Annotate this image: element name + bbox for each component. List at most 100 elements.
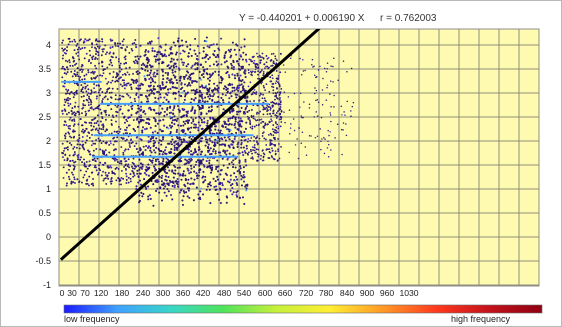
scatter-point xyxy=(277,150,280,153)
scatter-point xyxy=(69,40,71,43)
scatter-point xyxy=(126,132,129,135)
scatter-point xyxy=(97,91,100,94)
scatter-point xyxy=(74,40,77,43)
scatter-point xyxy=(66,92,69,95)
scatter-point xyxy=(135,92,138,95)
scatter-point xyxy=(255,66,258,69)
scatter-point xyxy=(171,198,174,201)
scatter-point xyxy=(249,126,252,129)
x-tick-label: 900 xyxy=(360,288,375,298)
scatter-point xyxy=(110,177,113,179)
scatter-point xyxy=(69,64,72,67)
scatter-point xyxy=(197,193,200,196)
scatter-point xyxy=(145,127,148,130)
scatter-point xyxy=(268,121,271,124)
scatter-point xyxy=(74,114,77,117)
scatter-point xyxy=(156,85,159,88)
scatter-point xyxy=(139,93,142,97)
scatter-point xyxy=(236,178,239,181)
scatter-point xyxy=(323,137,325,139)
scatter-point xyxy=(196,45,200,48)
scatter-point xyxy=(255,91,258,93)
scatter-point xyxy=(196,63,199,66)
scatter-point xyxy=(110,61,113,64)
scatter-point xyxy=(236,74,239,77)
scatter-point xyxy=(151,49,154,52)
scatter-point xyxy=(252,157,254,160)
scatter-point xyxy=(162,87,165,90)
scatter-point xyxy=(244,106,247,110)
scatter-point xyxy=(152,85,155,88)
scatter-point xyxy=(65,88,68,91)
scatter-point xyxy=(212,43,215,46)
scatter-point xyxy=(250,150,253,153)
scatter-point xyxy=(76,143,79,146)
scatter-point xyxy=(189,131,192,134)
scatter-point xyxy=(67,164,70,167)
scatter-point xyxy=(243,81,246,84)
scatter-point xyxy=(214,56,218,59)
scatter-point xyxy=(253,135,256,138)
scatter-point xyxy=(228,82,231,85)
scatter-point xyxy=(216,193,219,196)
scatter-point xyxy=(201,127,204,130)
scatter-point xyxy=(333,57,335,59)
scatter-point xyxy=(241,65,245,68)
scatter-point xyxy=(70,91,73,94)
scatter-point xyxy=(273,62,276,65)
scatter-point xyxy=(175,182,178,185)
scatter-point xyxy=(90,106,93,109)
scatter-point xyxy=(209,139,212,142)
scatter-point xyxy=(227,128,230,131)
scatter-point xyxy=(66,60,69,63)
scatter-point xyxy=(258,99,261,102)
scatter-point xyxy=(259,56,262,59)
scatter-point xyxy=(124,55,127,58)
scatter-point xyxy=(189,164,193,167)
scatter-point xyxy=(244,160,247,163)
scatter-point xyxy=(186,167,189,170)
scatter-point xyxy=(106,90,108,93)
scatter-point xyxy=(122,44,125,46)
scatter-point xyxy=(217,95,220,98)
scatter-point xyxy=(148,94,151,97)
scatter-point xyxy=(242,51,245,54)
scatter-point xyxy=(194,126,198,129)
scatter-point xyxy=(232,141,235,144)
scatter-point xyxy=(216,159,219,162)
scatter-point xyxy=(88,160,91,163)
scatter-point xyxy=(137,96,140,99)
scatter-point xyxy=(138,179,142,182)
scatter-point xyxy=(154,96,157,99)
scatter-point xyxy=(139,147,142,150)
scatter-point xyxy=(190,157,193,160)
scatter-point xyxy=(110,180,113,183)
scatter-point xyxy=(147,50,150,53)
scatter-point xyxy=(103,96,106,99)
scatter-point xyxy=(264,108,266,111)
scatter-point xyxy=(130,165,133,168)
scatter-point xyxy=(167,88,170,91)
scatter-point xyxy=(73,91,76,94)
scatter-point xyxy=(74,101,77,104)
scatter-point xyxy=(87,92,90,95)
scatter-point xyxy=(151,159,154,162)
scatter-point xyxy=(95,166,97,169)
x-tick-label: 660 xyxy=(278,288,293,298)
scatter-point xyxy=(197,197,200,200)
scatter-point xyxy=(154,160,158,163)
scatter-point xyxy=(66,157,69,160)
scatter-point xyxy=(138,158,141,161)
scatter-point xyxy=(243,176,246,179)
scatter-point xyxy=(236,60,239,63)
scatter-point xyxy=(87,60,90,63)
scatter-point xyxy=(166,73,169,76)
scatter-point xyxy=(200,78,203,81)
scatter-point xyxy=(212,63,215,66)
scatter-point xyxy=(317,101,320,104)
scatter-point xyxy=(165,157,168,160)
scatter-point xyxy=(89,153,91,156)
scatter-point xyxy=(91,119,93,121)
scatter-point xyxy=(160,180,163,183)
scatter-point xyxy=(308,103,311,105)
